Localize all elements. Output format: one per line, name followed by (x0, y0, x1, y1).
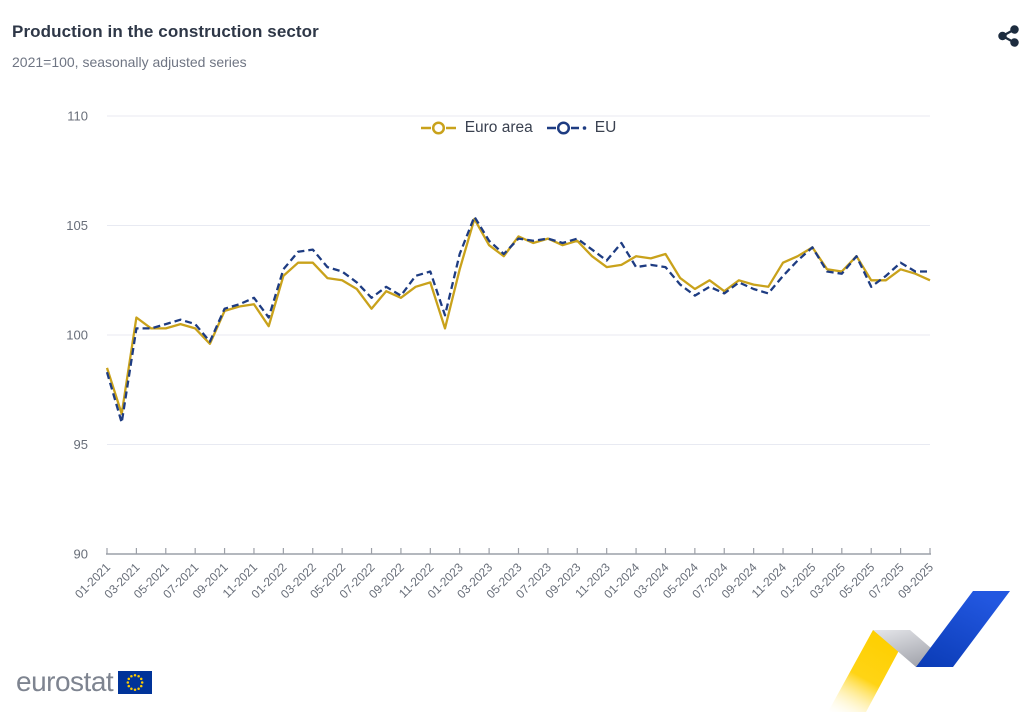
y-grid-and-labels: 90 95 100 105 110 (66, 109, 930, 562)
legend-label-euro-area: Euro area (464, 119, 533, 136)
legend-item-euro-area[interactable]: Euro area (420, 119, 533, 137)
svg-text:100: 100 (66, 328, 88, 343)
series-line-eu (105, 215, 930, 424)
series-line-euro-area (105, 217, 931, 415)
page-title: Production in the construction sector (12, 22, 319, 41)
legend-item-eu[interactable]: EU (546, 119, 617, 137)
construction-production-chart: 90 95 100 105 110 01-202103-202105-202107-202… (66, 109, 936, 602)
eurostat-logo: eurostat (16, 666, 153, 698)
svg-text:110: 110 (67, 109, 88, 124)
eurostat-logo-text: eurostat (16, 666, 114, 697)
chart-legend: Euro area EU (107, 119, 930, 137)
eu-line-marker-icon (546, 121, 587, 135)
euro-area-line-marker-icon (420, 121, 456, 135)
share-icon (998, 25, 1019, 47)
share-button[interactable] (996, 24, 1022, 50)
ribbon-yellow-band (828, 630, 910, 712)
svg-text:105: 105 (66, 218, 88, 233)
svg-text:95: 95 (74, 437, 88, 452)
decorative-ribbon-graphic (828, 591, 1010, 712)
chart-subtitle: 2021=100, seasonally adjusted series (12, 54, 247, 70)
svg-text:90: 90 (74, 547, 88, 562)
ribbon-blue-band (916, 591, 1010, 667)
legend-label-eu: EU (594, 119, 617, 136)
x-axis: 01-202103-202105-202107-202109-202111-20… (72, 548, 936, 601)
eu-flag-icon (118, 670, 153, 694)
